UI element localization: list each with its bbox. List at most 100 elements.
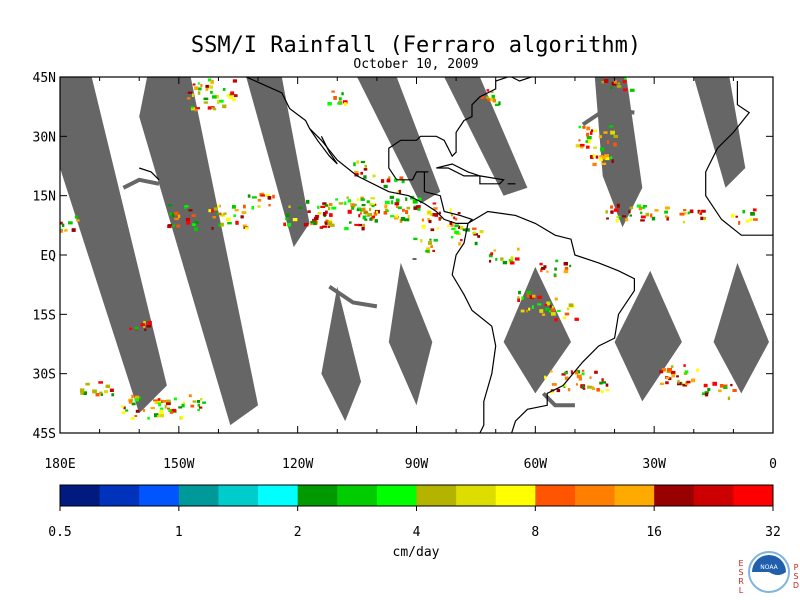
swath xyxy=(503,266,571,394)
rain-cell xyxy=(344,227,349,231)
rain-cell xyxy=(490,252,494,256)
rain-cell xyxy=(131,394,134,399)
rain-cell xyxy=(586,136,592,140)
rain-cell xyxy=(487,98,491,102)
colorbar-tick-labels: 0.5 1 2 4 8 16 32 xyxy=(48,506,781,540)
rain-cell xyxy=(562,384,567,387)
rain-cell xyxy=(486,89,490,92)
swath-edge xyxy=(122,177,160,190)
rain-cell xyxy=(723,384,728,388)
rain-cell xyxy=(526,309,528,313)
rain-cell xyxy=(191,107,195,111)
coastline xyxy=(139,167,160,181)
rain-cell xyxy=(226,94,230,97)
rain-cell xyxy=(356,160,359,164)
rain-cell xyxy=(331,206,337,210)
rain-cell xyxy=(349,221,352,224)
rain-cell xyxy=(344,102,347,106)
rain-cell xyxy=(154,401,159,405)
rain-cell xyxy=(195,107,200,110)
psd-letter: S xyxy=(793,572,798,581)
rain-cell xyxy=(428,219,432,224)
rain-cell xyxy=(313,221,317,226)
rain-cell xyxy=(225,217,231,222)
rain-cell xyxy=(405,210,409,215)
rain-cell xyxy=(677,379,680,384)
rain-cell xyxy=(605,157,610,161)
rain-cell xyxy=(420,239,423,243)
rain-cell xyxy=(427,241,433,245)
rain-cell xyxy=(360,208,363,212)
rain-cell xyxy=(550,390,554,394)
rain-cell xyxy=(329,219,332,223)
rain-cell xyxy=(602,155,606,160)
rain-cell xyxy=(564,266,569,270)
rain-cell xyxy=(185,217,190,222)
rain-cell xyxy=(327,102,332,106)
rain-cell xyxy=(546,301,550,306)
rain-cell xyxy=(210,107,214,110)
rain-cell xyxy=(541,313,546,316)
rain-cell xyxy=(449,221,452,225)
rain-cell xyxy=(668,377,672,381)
rain-cell xyxy=(451,227,456,230)
rain-cell xyxy=(211,95,217,99)
rain-cell xyxy=(727,396,731,401)
rain-cell xyxy=(567,388,571,392)
rain-cell xyxy=(518,290,521,295)
rain-cell xyxy=(325,219,329,224)
rain-cell xyxy=(650,213,653,218)
rain-cell xyxy=(604,154,609,157)
rain-cell xyxy=(251,196,257,199)
rain-cell xyxy=(561,373,566,376)
rain-cell xyxy=(413,237,418,241)
rain-cell xyxy=(142,409,146,412)
rain-cell xyxy=(591,387,596,390)
rain-cell xyxy=(438,217,441,221)
rain-cell xyxy=(554,267,557,271)
esrl-letter: L xyxy=(739,586,744,595)
rain-cell xyxy=(292,218,298,222)
rain-cell xyxy=(492,98,497,103)
esrl-letter: E xyxy=(738,559,743,568)
colorbar-box xyxy=(178,485,219,506)
rain-cell xyxy=(234,209,239,212)
rain-cell xyxy=(192,83,196,86)
rain-cell xyxy=(676,375,679,378)
rain-cell xyxy=(322,212,327,216)
rain-cell xyxy=(210,90,213,94)
colorbar-tick-label: 16 xyxy=(646,525,662,540)
rain-cell xyxy=(191,93,194,97)
lon-label: 60W xyxy=(524,457,548,472)
rain-cell xyxy=(462,228,467,232)
rain-cell xyxy=(207,106,212,110)
colorbar-tick-label: 0.5 xyxy=(48,525,71,540)
rain-cell xyxy=(150,407,155,410)
rain-cell xyxy=(217,204,220,208)
rain-cell xyxy=(391,200,394,205)
rain-cell xyxy=(223,212,227,215)
psd-letter: D xyxy=(793,581,799,590)
rain-cell xyxy=(109,388,114,392)
coastline xyxy=(245,77,508,224)
rain-cell xyxy=(361,226,365,231)
rain-cell xyxy=(702,392,707,396)
coastline xyxy=(309,128,338,165)
rain-cell xyxy=(329,223,335,227)
rain-cell xyxy=(578,139,581,142)
rain-cell xyxy=(586,132,590,137)
rain-cell xyxy=(371,204,375,208)
rain-cell xyxy=(611,159,614,163)
rain-cell xyxy=(447,225,450,228)
rain-cell xyxy=(310,222,313,226)
coastline xyxy=(705,81,773,236)
rain-cell xyxy=(135,326,139,330)
rain-cell xyxy=(684,211,687,215)
rain-cell xyxy=(222,104,227,109)
swath xyxy=(321,286,361,422)
rain-cell xyxy=(241,211,247,214)
rain-cell xyxy=(427,218,430,222)
rain-cell xyxy=(617,82,621,85)
colorbar-tick-label: 8 xyxy=(531,525,539,540)
rain-cell xyxy=(562,316,567,319)
